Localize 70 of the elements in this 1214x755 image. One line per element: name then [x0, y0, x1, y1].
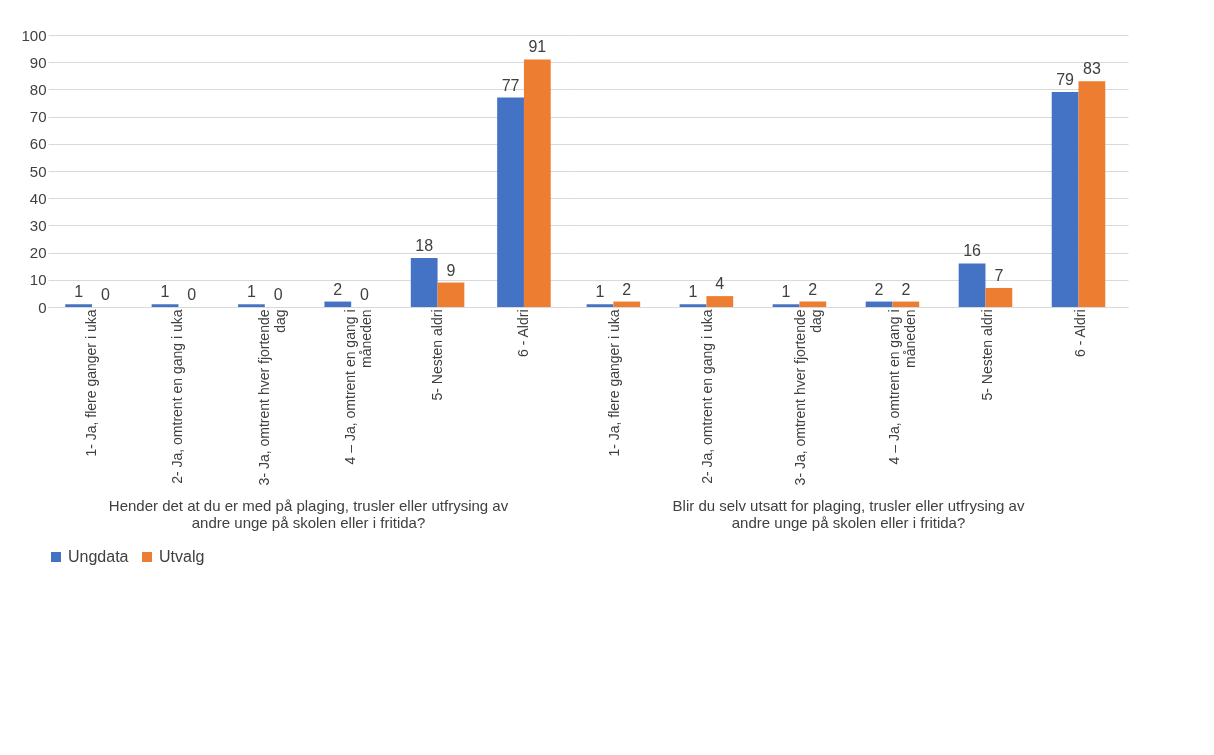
- y-tick-label: 0: [38, 298, 47, 316]
- x-tick-label: 5- Nesten aldri: [978, 309, 995, 401]
- x-tick-label: 5- Nesten aldri: [428, 309, 445, 401]
- bar: [1078, 81, 1106, 307]
- bar: [410, 258, 438, 307]
- data-label: 1: [74, 283, 84, 301]
- data-label: 2: [622, 280, 632, 298]
- bar: [679, 304, 707, 307]
- bar: [523, 59, 551, 307]
- data-label: 0: [360, 286, 370, 303]
- x-tick-label: 2- Ja, omtrent en gang i uka: [169, 309, 186, 484]
- bar: [151, 304, 179, 307]
- x-tick-label: 1- Ja, flere ganger i uka: [606, 309, 623, 457]
- legend-label: Utvalg: [159, 548, 205, 565]
- data-label: 2: [333, 280, 343, 298]
- bar: [772, 304, 800, 307]
- data-label: 91: [528, 38, 547, 56]
- data-label: 77: [501, 76, 520, 94]
- data-label: 16: [963, 242, 982, 260]
- bar: [985, 287, 1013, 307]
- bar: [892, 301, 920, 307]
- bar: [613, 301, 641, 307]
- data-label: 2: [874, 280, 884, 298]
- legend-label: Ungdata: [68, 548, 129, 565]
- data-label: 9: [446, 261, 456, 279]
- bar: [437, 282, 465, 307]
- bar: [586, 304, 614, 307]
- data-label: 0: [100, 286, 110, 303]
- y-tick-label: 50: [29, 162, 47, 180]
- x-tick-label: 6 - Aldri: [1071, 309, 1088, 357]
- y-tick-label: 80: [29, 80, 47, 98]
- y-tick-label: 60: [29, 135, 47, 153]
- data-label: 0: [273, 286, 283, 303]
- y-tick-label: 40: [29, 189, 47, 207]
- x-tick-label: 4 – Ja, omtrent en gang i måneden: [885, 309, 918, 465]
- x-tick-label: 6 - Aldri: [514, 309, 531, 357]
- bar: [497, 97, 524, 307]
- bar: [706, 296, 734, 307]
- data-label: 0: [187, 286, 197, 303]
- x-tick-label: 2- Ja, omtrent en gang i uka: [699, 309, 716, 484]
- y-tick-label: 30: [29, 216, 47, 234]
- y-tick-label: 100: [21, 26, 47, 44]
- y-tick-label: 70: [29, 108, 47, 126]
- data-label: 83: [1082, 60, 1101, 78]
- x-tick-label: 1- Ja, flere ganger i uka: [83, 309, 100, 457]
- data-label: 1: [246, 283, 256, 301]
- data-label: 18: [415, 237, 434, 255]
- data-label: 2: [901, 280, 911, 298]
- data-label: 2: [808, 280, 818, 298]
- bar: [958, 263, 986, 307]
- data-label: 79: [1056, 71, 1075, 89]
- bar: [65, 304, 93, 307]
- bar: [324, 301, 352, 307]
- bar: [238, 304, 265, 307]
- x-axis-title: Hender det at du er med på plaging, trusler eller utfrysing av andre unge på skolen eller i fritida?: [108, 497, 509, 532]
- data-label: 7: [994, 266, 1004, 284]
- data-label: 1: [688, 283, 698, 301]
- bar: [1051, 92, 1079, 307]
- data-label: 1: [160, 283, 170, 301]
- data-label: 4: [715, 275, 725, 293]
- data-label: 1: [595, 283, 605, 301]
- x-tick-label: 4 – Ja, omtrent en gang i måneden: [342, 309, 375, 465]
- x-tick-label: 3- Ja, omtrent hver fjortende dag: [792, 309, 825, 486]
- x-axis-title: Blir du selv utsatt for plaging, trusler eller utfrysing av andre unge på skolen eller i fritida?: [672, 497, 1025, 532]
- bar: [799, 301, 827, 307]
- y-tick-label: 20: [29, 244, 47, 262]
- x-tick-label: 3- Ja, omtrent hver fjortende dag: [255, 309, 288, 486]
- data-label: 1: [781, 283, 791, 301]
- y-tick-label: 10: [29, 271, 47, 289]
- y-tick-label: 90: [29, 53, 47, 71]
